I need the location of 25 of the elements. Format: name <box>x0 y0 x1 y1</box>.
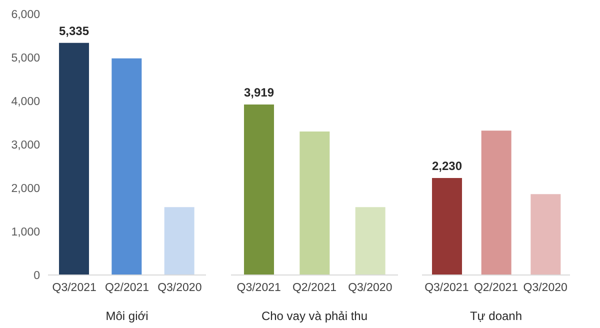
data-label: 5,335 <box>58 24 90 38</box>
y-tick-label: 4,000 <box>11 96 40 108</box>
x-axis-title: Tự doanh <box>470 309 522 323</box>
x-tick-label: Q3/2021 <box>424 282 469 294</box>
x-tick-label: Q3/2020 <box>348 282 392 294</box>
data-label: 2,230 <box>432 158 462 173</box>
bar <box>59 42 89 275</box>
bar <box>164 207 194 275</box>
y-tick-label: 6,000 <box>11 9 40 22</box>
x-axis-title: Môi giới <box>106 309 148 323</box>
y-tick-label: 0 <box>34 270 40 282</box>
y-tick-label: 3,000 <box>11 140 40 152</box>
y-tick-label: 1,000 <box>11 226 40 239</box>
y-tick-label: 2,000 <box>11 183 40 196</box>
x-tick-label: Q2/2021 <box>104 282 150 294</box>
x-tick-label: Q3/2021 <box>236 282 281 294</box>
y-tick-label: 5,000 <box>11 52 40 65</box>
x-axis-title: Cho vay và phải thu <box>261 309 368 323</box>
data-label: 3,919 <box>244 86 274 100</box>
x-tick-label: Q3/2020 <box>158 282 202 294</box>
x-tick-label: Q3/2021 <box>52 282 96 294</box>
x-tick-label: Q2/2021 <box>474 282 518 294</box>
bar <box>112 58 142 275</box>
x-tick-label: Q2/2021 <box>292 282 337 294</box>
x-tick-label: Q3/2020 <box>523 282 568 294</box>
